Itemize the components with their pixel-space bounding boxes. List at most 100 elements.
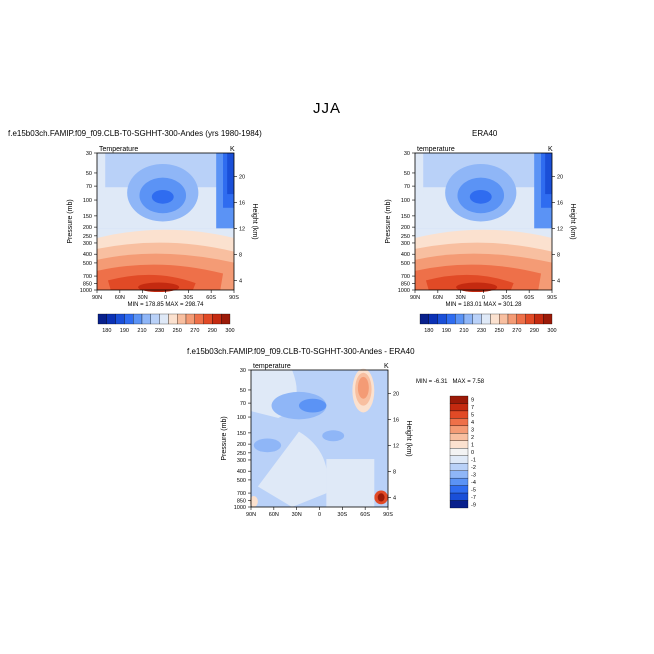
x-tick-label: 60N: [269, 512, 279, 518]
main-title: JJA: [312, 100, 341, 117]
colorbar-swatch: [449, 395, 469, 404]
panel-era40-plot: temperature K3050701001502002503004005007…: [385, 146, 576, 308]
colorbar-label: 2: [471, 435, 474, 441]
y2-tick-label: 20: [239, 174, 245, 180]
y-tick-label: 400: [401, 252, 410, 258]
y-tick-label: 400: [83, 252, 92, 258]
colorbar-swatch: [525, 313, 535, 325]
y-tick-label: 70: [240, 401, 246, 407]
y-tick-label: 850: [237, 499, 246, 505]
y-tick-label: 50: [404, 171, 410, 177]
x-tick-label: 30S: [183, 295, 193, 301]
y-tick-label: 100: [83, 198, 92, 204]
x-tick-label: 90S: [383, 512, 393, 518]
x-tick-label: 30N: [292, 512, 302, 518]
colorbar-label: 270: [190, 328, 199, 334]
x-tick-label: 90S: [229, 295, 239, 301]
y2-tick-label: 16: [393, 417, 399, 423]
y-tick-label: 1000: [80, 288, 92, 294]
polar-warm-strat: [97, 153, 106, 195]
y-tick-label: 30: [240, 368, 246, 374]
diff-warm-5: [377, 493, 385, 502]
y2-tick-label: 4: [239, 278, 242, 284]
colorbar-label: 210: [459, 328, 468, 334]
colorbar-swatch: [133, 313, 143, 325]
panel-subtitle-left: Temperature: [99, 146, 138, 153]
min-value: -6.31: [433, 379, 448, 385]
y-tick-label: 700: [83, 274, 92, 280]
y-tick-label: 100: [237, 415, 246, 421]
diff-cool-3: [253, 438, 282, 453]
colorbar-swatch: [437, 313, 447, 325]
y-tick-label: 850: [401, 282, 410, 288]
cold-core-3: [151, 189, 174, 204]
y-tick-label: 700: [237, 491, 246, 497]
colorbar-swatch: [159, 313, 169, 325]
y2-axis-label: Height (km): [251, 203, 258, 239]
colorbar-label: 230: [155, 328, 164, 334]
y-tick-label: 150: [237, 431, 246, 437]
y2-tick-label: 20: [393, 391, 399, 397]
colorbar-label: 210: [137, 328, 146, 334]
colorbar-label: 190: [120, 328, 129, 334]
stats-line: MIN = 178.85 MAX = 298.74: [127, 302, 204, 308]
colorbar-swatch: [194, 313, 204, 325]
diff-cool-2: [298, 398, 327, 413]
panel-subtitle-right: K: [384, 363, 389, 370]
colorbar-swatch: [124, 313, 134, 325]
colorbar-swatch: [449, 500, 469, 509]
y-tick-label: 50: [86, 171, 92, 177]
colorbar-swatch: [507, 313, 517, 325]
colorbar-swatch: [168, 313, 178, 325]
y2-axis-label: Height (km): [405, 420, 412, 456]
y2-tick-label: 12: [393, 443, 399, 449]
plot-field: [97, 153, 234, 293]
diff-light-3: [326, 459, 375, 507]
y-tick-label: 30: [86, 151, 92, 157]
colorbar-swatch: [449, 485, 469, 494]
colorbar-swatch: [177, 313, 187, 325]
colorbar-label: 300: [225, 328, 234, 334]
y-tick-label: 500: [401, 261, 410, 267]
colorbar-swatch: [449, 470, 469, 479]
colorbar-swatch: [499, 313, 509, 325]
x-tick-label: 60S: [524, 295, 534, 301]
colorbar-swatch: [203, 313, 213, 325]
colorbar-label: 230: [477, 328, 486, 334]
colorbar-swatch: [449, 418, 469, 427]
y-tick-label: 850: [83, 282, 92, 288]
colorbar-label: -4: [471, 480, 476, 486]
panel-subtitle-right: K: [230, 146, 235, 153]
panel-subtitle-left: temperature: [417, 146, 455, 153]
colorbar-swatch: [141, 313, 151, 325]
y-tick-label: 200: [401, 225, 410, 231]
colorbar-swatch: [449, 455, 469, 464]
colorbar-swatch: [428, 313, 438, 325]
panel-era40-colorbar: 180 190 210 230 250 270 290 300: [419, 313, 557, 334]
y-tick-label: 300: [401, 241, 410, 247]
colorbar-label: 300: [547, 328, 556, 334]
y-axis-label: Pressure (mb): [385, 199, 392, 243]
y2-tick-label: 20: [557, 174, 563, 180]
colorbar-swatch: [115, 313, 125, 325]
warm-layer-6: [456, 282, 498, 293]
diff-cool-1: [271, 391, 327, 420]
colorbar-label: -5: [471, 487, 476, 493]
colorbar-label: 9: [471, 398, 474, 404]
y-tick-label: 150: [83, 214, 92, 220]
panel-title: ERA40: [472, 129, 498, 138]
panel-subtitle-left: temperature: [253, 363, 291, 370]
y-tick-label: 700: [401, 274, 410, 280]
colorbar-swatch: [97, 313, 107, 325]
y-tick-label: 30: [404, 151, 410, 157]
y-tick-label: 70: [404, 184, 410, 190]
colorbar-label: -3: [471, 472, 476, 478]
y2-tick-label: 8: [393, 469, 396, 475]
polar-cold-3: [545, 153, 552, 195]
colorbar-swatch: [150, 313, 160, 325]
x-tick-label: 60S: [206, 295, 216, 301]
colorbar-swatch: [534, 313, 544, 325]
polar-cold-3: [227, 153, 234, 195]
diff-stats: MIN = -6.31 MAX = 7.58: [416, 379, 484, 385]
colorbar-label: -9: [471, 502, 476, 508]
